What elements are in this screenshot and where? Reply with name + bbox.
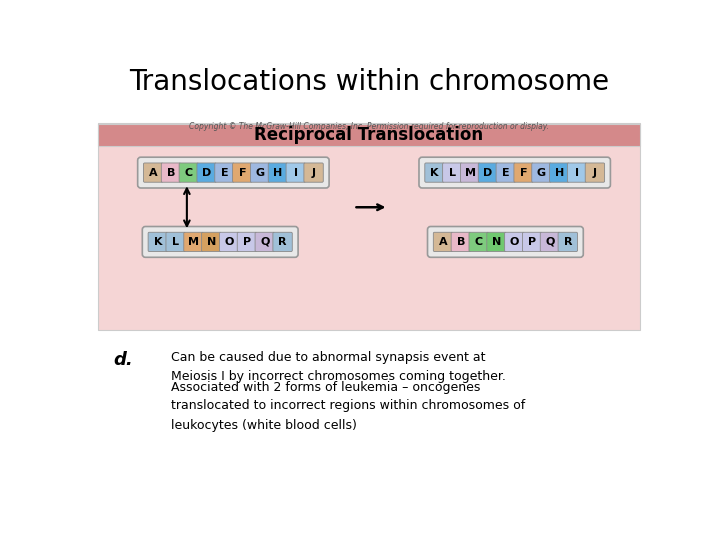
Text: I: I bbox=[575, 167, 579, 178]
FancyBboxPatch shape bbox=[304, 163, 323, 182]
FancyBboxPatch shape bbox=[166, 232, 185, 252]
Text: B: B bbox=[167, 167, 175, 178]
FancyBboxPatch shape bbox=[461, 163, 480, 182]
Text: R: R bbox=[279, 237, 287, 247]
FancyBboxPatch shape bbox=[184, 232, 203, 252]
FancyBboxPatch shape bbox=[419, 157, 611, 188]
Text: Copyright © The McGraw-Hill Companies, Inc. Permission required for reproduction: Copyright © The McGraw-Hill Companies, I… bbox=[189, 122, 549, 131]
FancyBboxPatch shape bbox=[549, 163, 569, 182]
Text: D: D bbox=[483, 167, 492, 178]
Text: J: J bbox=[593, 167, 597, 178]
FancyBboxPatch shape bbox=[469, 232, 488, 252]
FancyBboxPatch shape bbox=[161, 163, 181, 182]
FancyBboxPatch shape bbox=[487, 232, 506, 252]
FancyBboxPatch shape bbox=[496, 163, 516, 182]
FancyBboxPatch shape bbox=[505, 232, 524, 252]
Text: Translocations within chromosome: Translocations within chromosome bbox=[129, 68, 609, 96]
Text: K: K bbox=[153, 237, 162, 247]
FancyBboxPatch shape bbox=[238, 232, 256, 252]
FancyBboxPatch shape bbox=[433, 232, 453, 252]
FancyBboxPatch shape bbox=[425, 163, 444, 182]
FancyBboxPatch shape bbox=[514, 163, 534, 182]
Text: E: E bbox=[502, 167, 510, 178]
FancyBboxPatch shape bbox=[255, 232, 274, 252]
FancyBboxPatch shape bbox=[138, 157, 329, 188]
Text: A: A bbox=[438, 237, 447, 247]
Text: Reciprocal Translocation: Reciprocal Translocation bbox=[254, 126, 484, 144]
Text: A: A bbox=[149, 167, 158, 178]
FancyBboxPatch shape bbox=[558, 232, 577, 252]
Text: P: P bbox=[243, 237, 251, 247]
Text: M: M bbox=[464, 167, 476, 178]
FancyBboxPatch shape bbox=[443, 163, 462, 182]
Text: I: I bbox=[294, 167, 298, 178]
Text: O: O bbox=[225, 237, 234, 247]
FancyBboxPatch shape bbox=[148, 232, 168, 252]
FancyBboxPatch shape bbox=[143, 163, 163, 182]
FancyBboxPatch shape bbox=[451, 232, 471, 252]
Text: P: P bbox=[528, 237, 536, 247]
Text: Q: Q bbox=[260, 237, 269, 247]
Text: C: C bbox=[474, 237, 482, 247]
Text: Q: Q bbox=[545, 237, 554, 247]
Text: K: K bbox=[431, 167, 438, 178]
FancyBboxPatch shape bbox=[540, 232, 559, 252]
FancyBboxPatch shape bbox=[269, 163, 287, 182]
FancyBboxPatch shape bbox=[532, 163, 551, 182]
Text: B: B bbox=[456, 237, 465, 247]
FancyBboxPatch shape bbox=[98, 123, 640, 330]
FancyBboxPatch shape bbox=[215, 163, 234, 182]
Text: J: J bbox=[312, 167, 315, 178]
Text: F: F bbox=[520, 167, 527, 178]
Text: L: L bbox=[449, 167, 456, 178]
FancyBboxPatch shape bbox=[197, 163, 216, 182]
Text: H: H bbox=[274, 167, 282, 178]
FancyBboxPatch shape bbox=[143, 226, 298, 257]
Text: D: D bbox=[202, 167, 211, 178]
Text: N: N bbox=[207, 237, 216, 247]
FancyBboxPatch shape bbox=[251, 163, 270, 182]
Text: Can be caused due to abnormal synapsis event at
Meiosis I by incorrect chromosom: Can be caused due to abnormal synapsis e… bbox=[171, 351, 506, 383]
FancyBboxPatch shape bbox=[202, 232, 221, 252]
Text: G: G bbox=[537, 167, 546, 178]
Text: Associated with 2 forms of leukemia – oncogenes
translocated to incorrect region: Associated with 2 forms of leukemia – on… bbox=[171, 381, 526, 431]
Text: F: F bbox=[238, 167, 246, 178]
FancyBboxPatch shape bbox=[220, 232, 239, 252]
FancyBboxPatch shape bbox=[478, 163, 498, 182]
Text: O: O bbox=[510, 237, 519, 247]
FancyBboxPatch shape bbox=[428, 226, 583, 257]
FancyBboxPatch shape bbox=[179, 163, 199, 182]
Text: C: C bbox=[185, 167, 193, 178]
Text: H: H bbox=[554, 167, 564, 178]
FancyBboxPatch shape bbox=[523, 232, 542, 252]
FancyBboxPatch shape bbox=[98, 124, 640, 146]
FancyBboxPatch shape bbox=[585, 163, 605, 182]
FancyBboxPatch shape bbox=[233, 163, 252, 182]
Text: G: G bbox=[256, 167, 265, 178]
Text: d.: d. bbox=[113, 351, 133, 369]
FancyBboxPatch shape bbox=[273, 232, 292, 252]
Text: N: N bbox=[492, 237, 501, 247]
FancyBboxPatch shape bbox=[567, 163, 587, 182]
Text: L: L bbox=[172, 237, 179, 247]
FancyBboxPatch shape bbox=[286, 163, 305, 182]
Text: E: E bbox=[220, 167, 228, 178]
Text: R: R bbox=[564, 237, 572, 247]
Text: M: M bbox=[188, 237, 199, 247]
